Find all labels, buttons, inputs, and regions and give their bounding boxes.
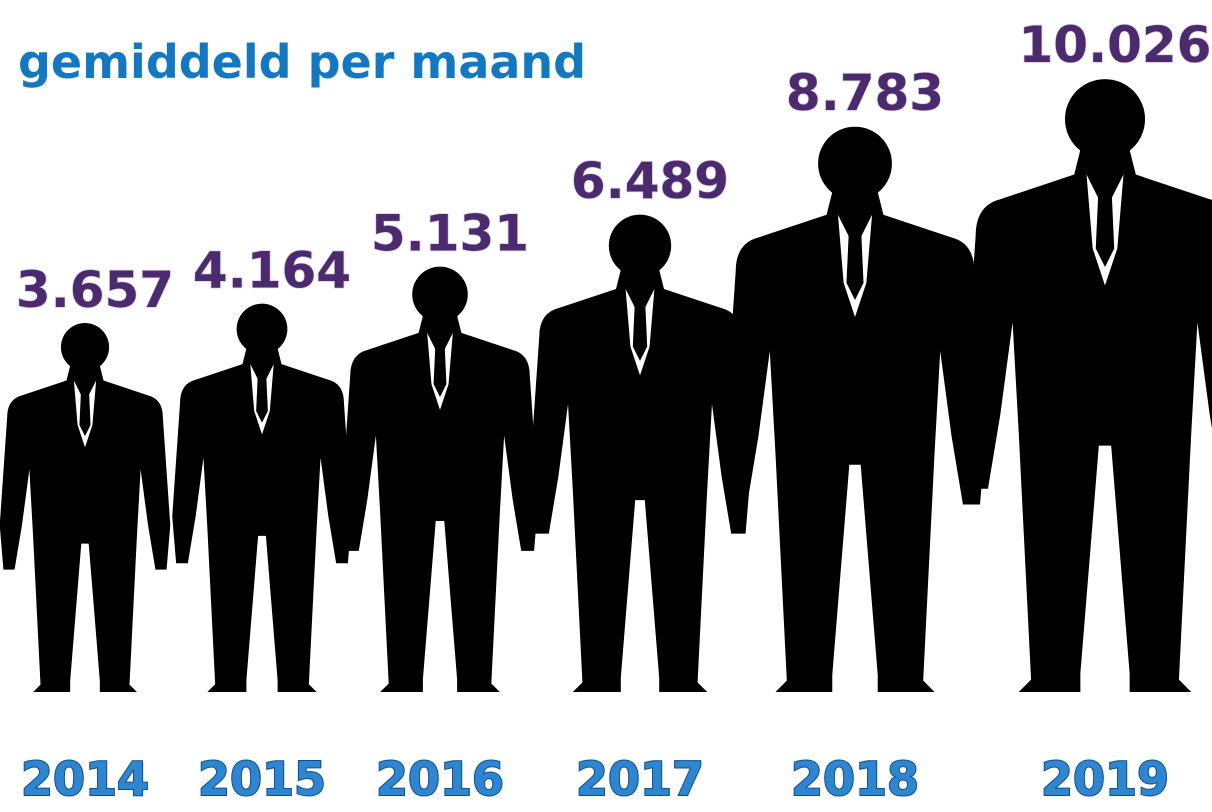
figure — [724, 127, 985, 692]
figure — [963, 79, 1212, 692]
figure-head — [1065, 79, 1145, 159]
value-label: 8.783 — [786, 64, 944, 122]
figure-head — [412, 267, 468, 323]
x-tick-label: 2018 — [791, 752, 919, 806]
x-tick-label: 2014 — [21, 752, 149, 806]
figure-tie — [846, 220, 863, 300]
figure-tie — [633, 294, 647, 361]
x-tick-label: 2019 — [1041, 752, 1169, 806]
chart: gemiddeld per maand 2014 3.657 2015 4.164 20… — [0, 0, 1212, 812]
figure — [0, 323, 170, 692]
x-tick-label: 2017 — [576, 752, 704, 806]
value-label: 10.026 — [1019, 16, 1212, 74]
figure — [342, 267, 539, 692]
value-label: 6.489 — [571, 152, 729, 210]
value-label: 4.164 — [193, 242, 351, 300]
figure — [172, 304, 352, 692]
figure — [530, 215, 751, 692]
value-label: 5.131 — [371, 204, 529, 262]
figure-head — [237, 304, 288, 355]
figure-head — [818, 127, 892, 201]
x-tick-label: 2016 — [376, 752, 504, 806]
figure-tie — [434, 337, 447, 397]
figure-head — [61, 323, 109, 371]
x-tick-label: 2015 — [198, 752, 326, 806]
figure-head — [609, 215, 671, 277]
chart-title: gemiddeld per maand — [18, 35, 586, 89]
value-label: 3.657 — [16, 261, 174, 319]
figure-body — [963, 150, 1212, 692]
